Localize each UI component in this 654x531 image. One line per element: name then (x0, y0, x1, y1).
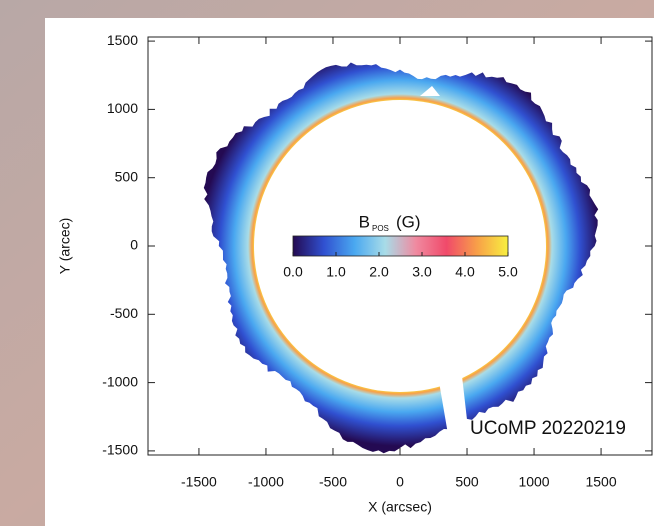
y-tick-label: 500 (115, 168, 139, 184)
colorbar-tick-label: 2.0 (369, 264, 389, 280)
colorbar-title: B (359, 212, 370, 231)
y-tick-label: 1000 (107, 100, 138, 116)
colorbar-tick-label: 3.0 (412, 264, 432, 280)
y-axis-label: Y (arcec) (57, 218, 73, 275)
x-tick-label: -500 (319, 474, 347, 490)
x-axis-label: X (arcsec) (368, 499, 432, 515)
colorbar-tick-label: 4.0 (455, 264, 475, 280)
colorbar-tick-label: 1.0 (326, 264, 346, 280)
pylon-gap (438, 376, 470, 446)
x-tick-label: 1000 (518, 474, 549, 490)
x-tick-label: -1000 (248, 474, 284, 490)
top-notch (420, 86, 440, 96)
colorbar-title-unit: (G) (396, 212, 421, 231)
colorbar (292, 235, 509, 257)
x-tick-label: 0 (396, 474, 404, 490)
y-tick-label: 1500 (107, 32, 138, 48)
colorbar-tick-label: 5.0 (498, 264, 518, 280)
y-tick-label: -1500 (102, 442, 138, 458)
y-tick-label: 0 (130, 237, 138, 253)
annotation: UCoMP 20220219 (470, 418, 626, 439)
x-tick-label: -1500 (181, 474, 217, 490)
colorbar-title-subscript: POS (372, 224, 389, 233)
y-tick-label: -1000 (102, 373, 138, 389)
x-tick-label: 500 (455, 474, 479, 490)
colorbar-tick-label: 0.0 (283, 264, 303, 280)
x-tick-label: 1500 (585, 474, 616, 490)
y-tick-label: -500 (110, 305, 138, 321)
